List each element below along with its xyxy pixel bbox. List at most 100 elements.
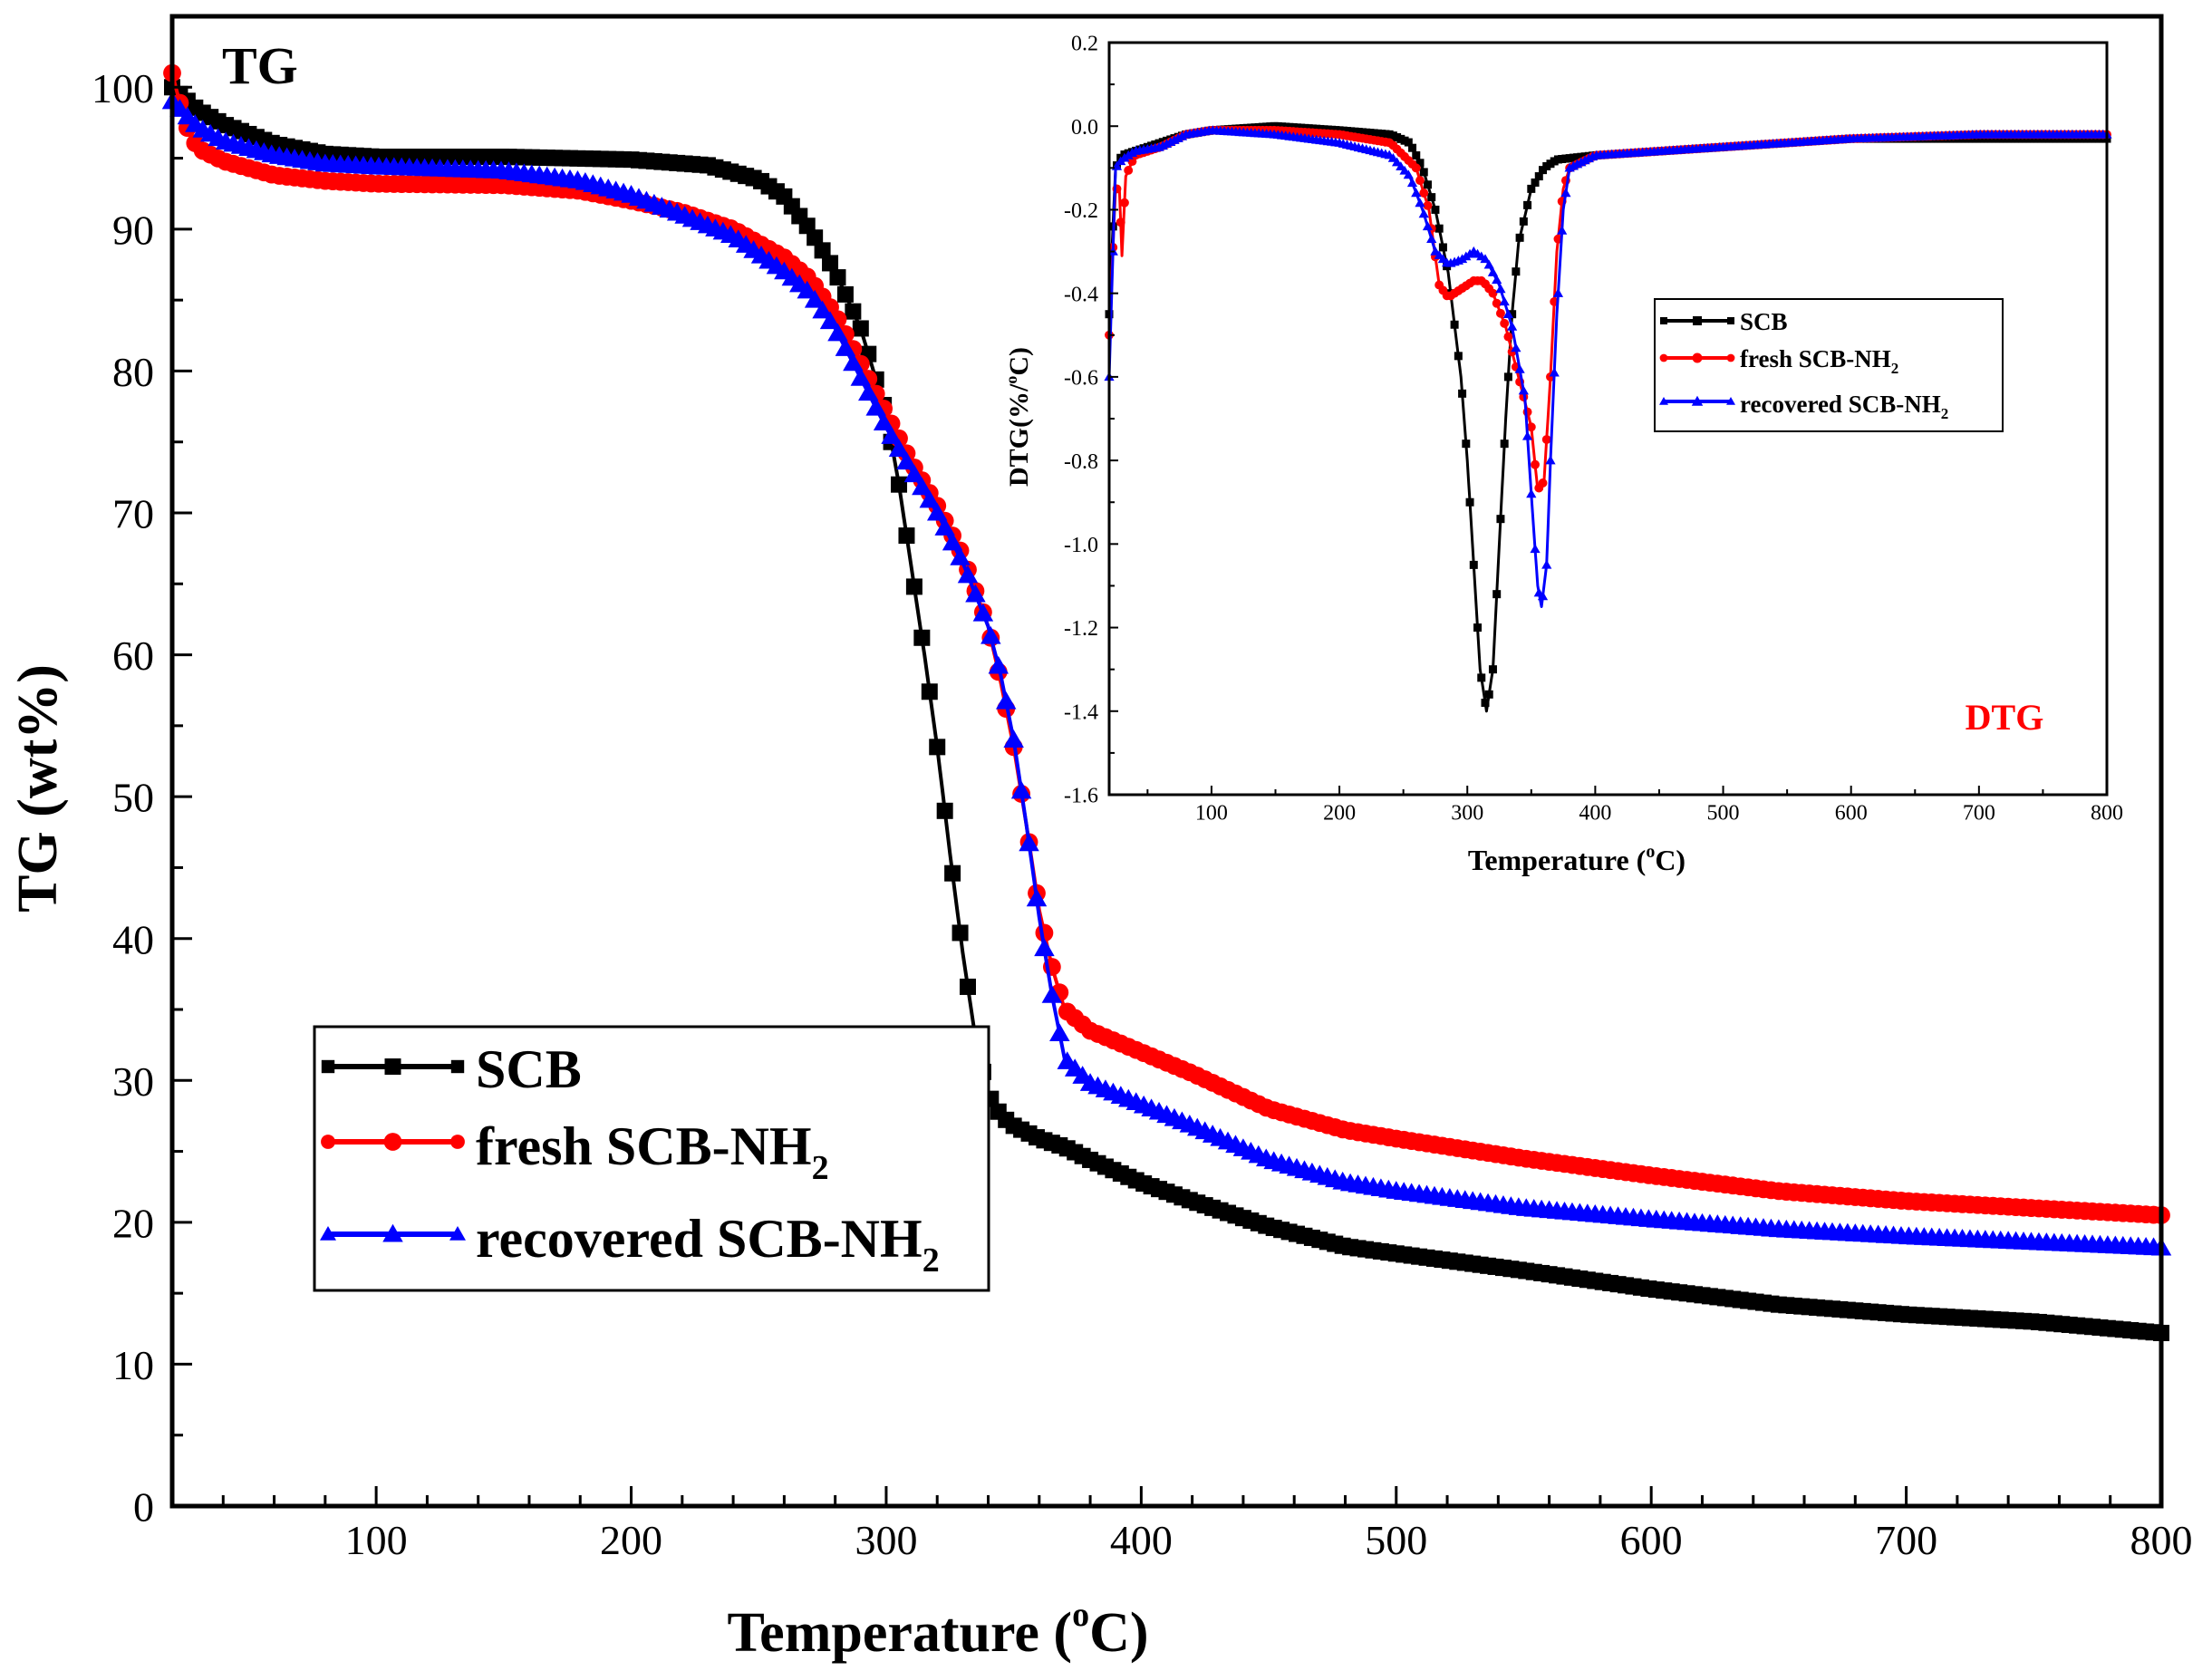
dtg-legend-item-fresh: fresh SCB-NH2	[1659, 345, 1898, 377]
legend-sample-marker	[321, 1135, 335, 1149]
dtg-series-0-point	[1458, 389, 1467, 398]
dtg-series-0-point	[1454, 352, 1463, 361]
legend-sample-marker	[1692, 353, 1703, 363]
dtg-x-tick-label: 300	[1451, 802, 1483, 826]
tg-x-axis-label: Temperature (oC)	[728, 1596, 1149, 1664]
tg-series-2-point	[835, 338, 856, 356]
dtg-series-2-point	[1480, 254, 1491, 264]
dtg-series-2-point	[1415, 198, 1425, 208]
dtg-series-0-point	[1450, 320, 1459, 329]
dtg-series-2-point	[1426, 234, 1437, 243]
dtg-series-0-point	[1423, 180, 1432, 189]
dtg-series-2-point	[1552, 288, 1564, 297]
dtg-series-2-point	[1502, 309, 1514, 318]
dtg-series-0-point	[1527, 184, 1536, 193]
dtg-y-tick-label: -0.8	[1064, 450, 1098, 474]
tg-plot-frame	[169, 14, 2164, 1509]
legend-sample-marker	[321, 1059, 335, 1074]
tg-series-0-point	[845, 303, 862, 320]
dtg-series-2-point	[1511, 343, 1521, 353]
tg-series-2-point	[980, 625, 1001, 644]
dtg-series-2-point	[1403, 169, 1414, 179]
dtg-series-1-point	[1541, 435, 1551, 445]
tg-series-2-point	[942, 532, 963, 551]
dtg-series-1-point	[1526, 422, 1536, 432]
tg-panel-label: TG	[222, 36, 298, 95]
dtg-x-axis-label: Temperature (oC)	[1468, 842, 1686, 876]
dtg-series-markers-2	[1104, 125, 2112, 601]
tg-legend-label-scb: SCB	[476, 1039, 582, 1099]
tg-legend-sample-fresh	[321, 1133, 465, 1151]
dtg-series-2-point	[1526, 488, 1537, 498]
dtg-series-0-point	[1492, 590, 1502, 599]
dtg-y-tick-label: -1.0	[1064, 534, 1098, 557]
dtg-series-0-point	[1523, 200, 1532, 209]
tg-legend-item-scb: SCB	[321, 1039, 582, 1099]
dtg-series-0-point	[1512, 267, 1521, 276]
tg-x-tick-label: 800	[2130, 1517, 2193, 1563]
dtg-inset-plot: 100 200 300 400 500 600 700 800 0.2 0.0 -0.2 -0.4 -0…	[1002, 33, 2123, 876]
tg-x-tick-label: 300	[855, 1517, 917, 1563]
tg-curves	[161, 63, 2172, 1341]
tg-y-tick-label: 0	[133, 1484, 154, 1531]
tg-series-0-point	[944, 864, 961, 882]
tg-series-2-point	[919, 489, 941, 508]
dtg-series-2-point	[1411, 188, 1422, 198]
tg-series-2-point	[1019, 833, 1039, 852]
tg-x-tick-label: 100	[345, 1517, 408, 1563]
tg-series-2-point	[1034, 938, 1055, 957]
tg-series-0-point	[951, 924, 969, 942]
dtg-series-1-point	[1419, 188, 1429, 198]
dtg-panel-label: DTG	[1966, 697, 2044, 738]
tg-series-2-point	[888, 439, 910, 457]
dtg-series-1-point	[1531, 459, 1540, 469]
tg-legend-sample-scb	[321, 1058, 465, 1075]
tg-series-0-point	[807, 229, 824, 246]
tg-series-2-point	[819, 311, 841, 330]
dtg-series-2-point	[1487, 266, 1499, 276]
legend-sample-marker	[450, 1059, 465, 1074]
dtg-legend-sample-recovered	[1659, 395, 1735, 406]
dtg-series-1-point	[1500, 318, 1510, 328]
tg-series-2-point	[896, 451, 917, 470]
tg-x-tick-label: 200	[600, 1517, 662, 1563]
tg-y-tick-label: 30	[112, 1058, 154, 1105]
dtg-series-1-point	[1495, 308, 1505, 318]
tg-legend-item-recovered: recovered SCB-NH2	[320, 1209, 940, 1280]
dtg-series-1-point	[1423, 200, 1433, 210]
dtg-series-0-point	[1477, 673, 1486, 682]
dtg-series-0-point	[1473, 623, 1483, 633]
tg-series-0-point	[929, 739, 946, 756]
legend-sample-marker	[1693, 316, 1702, 325]
tg-series-0-point	[921, 683, 938, 700]
tg-y-axis-label: TG (wt%)	[7, 664, 69, 913]
dtg-series-0-point	[1438, 243, 1447, 252]
tg-x-tick-label: 700	[1875, 1517, 1937, 1563]
tg-series-2-point	[850, 368, 872, 386]
dtg-series-0-point	[1412, 151, 1421, 159]
tg-series-2-point	[827, 323, 848, 342]
dtg-series-0-point	[1419, 168, 1428, 177]
dtg-series-2-point	[1549, 367, 1560, 377]
tg-y-tick-label: 20	[112, 1200, 154, 1246]
legend-sample-marker	[1660, 317, 1667, 324]
tg-y-tick-label: 90	[112, 207, 154, 253]
dtg-legend-label-fresh: fresh SCB-NH2	[1740, 345, 1898, 377]
tg-legend-label-scb-base: SCB	[476, 1039, 582, 1099]
dtg-y-axis-label-sup: o	[1002, 376, 1020, 384]
tg-series-2-point	[804, 289, 826, 308]
tg-series-2-point	[912, 477, 932, 496]
tg-x-axis-label-sup: o	[1072, 1596, 1089, 1634]
dtg-y-tick-label: 0.2	[1071, 33, 1098, 56]
tg-series-0-point	[898, 527, 915, 545]
dtg-x-tick-label: 400	[1579, 802, 1611, 826]
dtg-series-1-point	[1415, 176, 1425, 186]
tg-series-2-point	[1003, 729, 1024, 748]
dtg-series-0-point	[1427, 193, 1436, 202]
tg-series-2-point	[965, 584, 986, 603]
dtg-series-2-point	[1422, 221, 1434, 231]
tg-y-tick-label: 60	[112, 633, 154, 679]
legend-sample-marker	[1726, 397, 1735, 405]
dtg-x-axis-label-tail: C)	[1655, 844, 1686, 876]
legend-sample-marker	[1659, 353, 1668, 362]
